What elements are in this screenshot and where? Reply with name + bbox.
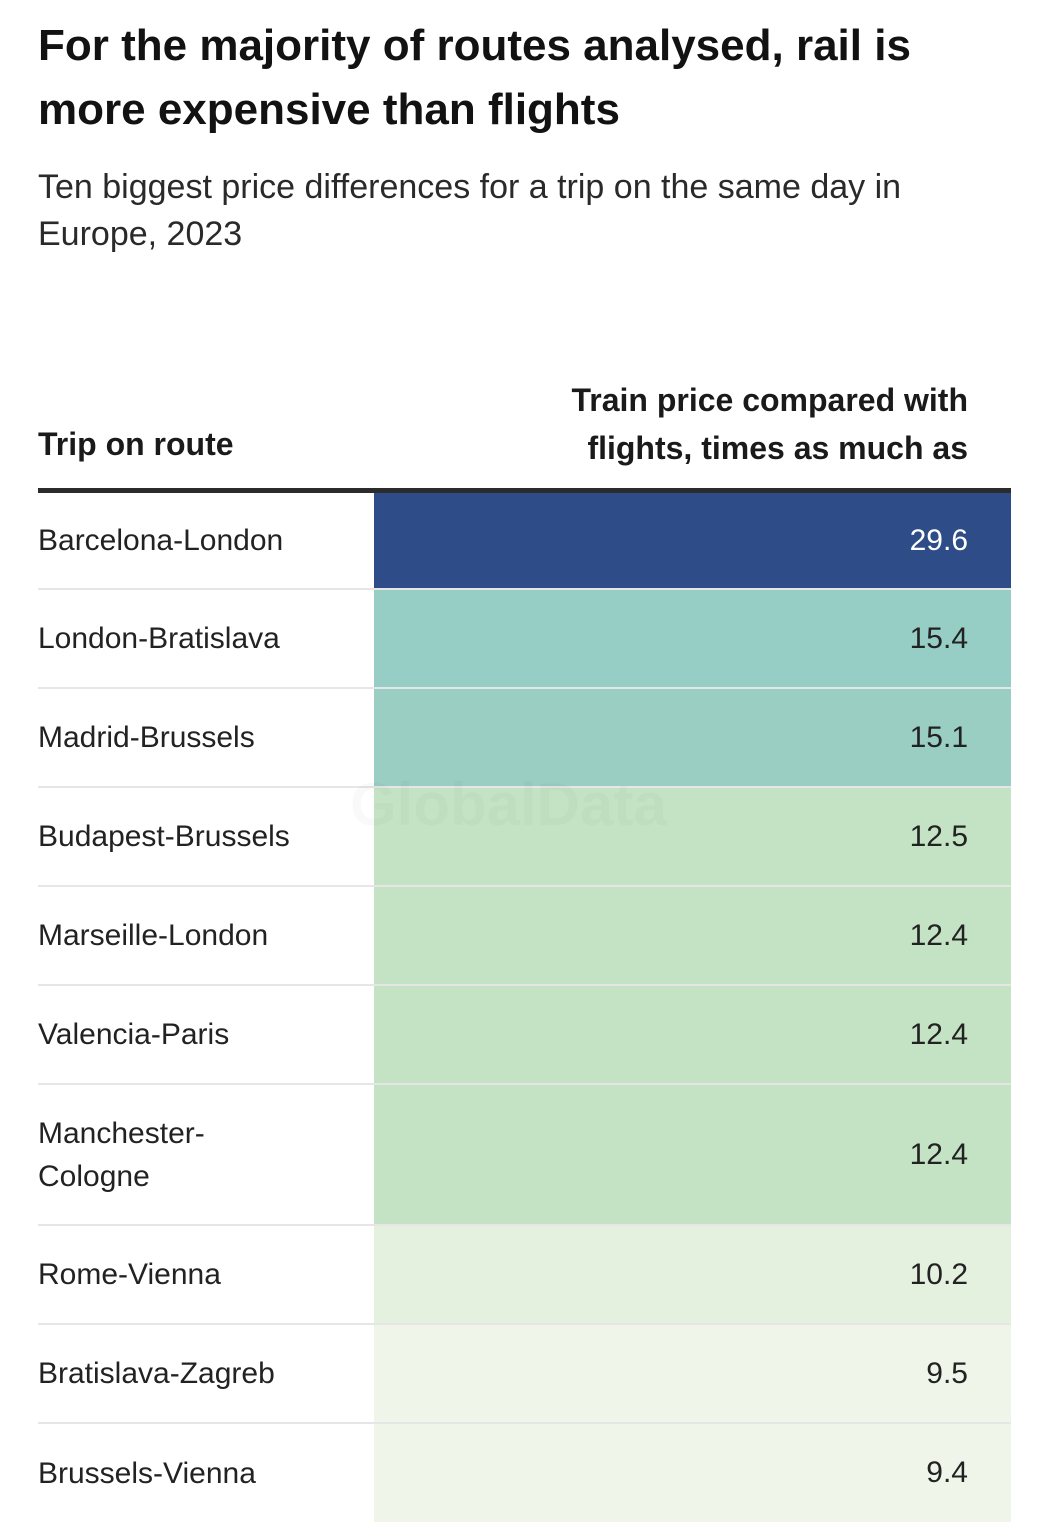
table-row: Brussels-Vienna 9.4	[38, 1424, 1011, 1522]
table-row: Budapest-Brussels 12.5	[38, 788, 1011, 887]
value-cell: 9.5	[374, 1325, 1011, 1422]
table-row: Bratislava-Zagreb 9.5	[38, 1325, 1011, 1424]
route-label: Budapest-Brussels	[38, 820, 290, 853]
table-row: Manchester-Cologne 12.4	[38, 1085, 1011, 1226]
header-rule	[38, 488, 1011, 493]
table-row: Barcelona-London 29.6	[38, 493, 1011, 590]
value-cell: 9.4	[374, 1424, 1011, 1522]
value-cell: 10.2	[374, 1226, 1011, 1323]
value-cell: 29.6	[374, 493, 1011, 588]
route-label: London-Bratislava	[38, 622, 280, 655]
column-header-route: Trip on route	[38, 426, 234, 462]
table-row: Marseille-London 12.4	[38, 887, 1011, 986]
route-label: Rome-Vienna	[38, 1258, 221, 1291]
data-table: Barcelona-London 29.6 London-Bratislava 15.…	[38, 493, 1011, 1522]
table-row: Madrid-Brussels 15.1	[38, 689, 1011, 788]
column-header-value: Train price compared with flights, times…	[571, 382, 968, 466]
value-cell: 15.4	[374, 590, 1011, 687]
table-row: Valencia-Paris 12.4	[38, 986, 1011, 1085]
value-cell: 12.4	[374, 986, 1011, 1083]
route-label: Madrid-Brussels	[38, 721, 255, 754]
route-label: Marseille-London	[38, 919, 269, 952]
value-cell: 15.1	[374, 689, 1011, 786]
route-label: Barcelona-London	[38, 524, 284, 557]
chart-subtitle: Ten biggest price differences for a trip…	[38, 168, 902, 253]
table-row: London-Bratislava 15.4	[38, 590, 1011, 689]
route-label: Manchester-Cologne	[38, 1116, 205, 1193]
route-label: Bratislava-Zagreb	[38, 1357, 275, 1390]
value-cell: 12.4	[374, 887, 1011, 984]
value-cell: 12.4	[374, 1085, 1011, 1224]
route-label: Valencia-Paris	[38, 1018, 230, 1051]
table-row: Rome-Vienna 10.2	[38, 1226, 1011, 1325]
value-cell: 12.5	[374, 788, 1011, 885]
chart-title: For the majority of routes analysed, rai…	[38, 21, 911, 134]
route-label: Brussels-Vienna	[38, 1456, 256, 1490]
